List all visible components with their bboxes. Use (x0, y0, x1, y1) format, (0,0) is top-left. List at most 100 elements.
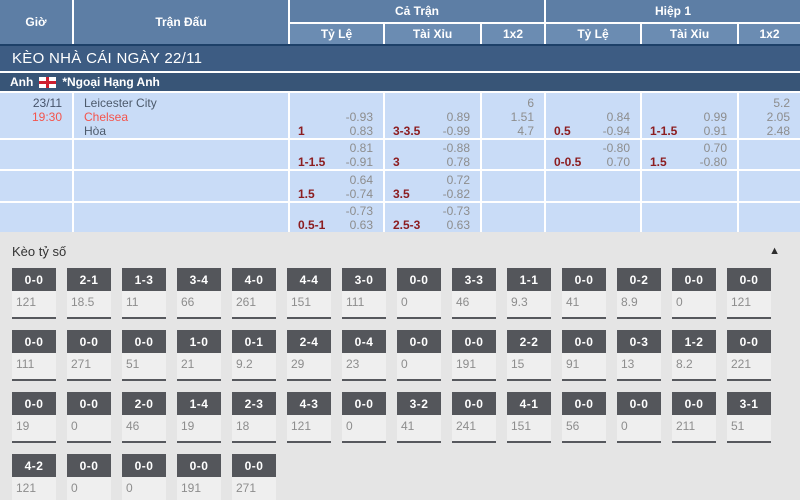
england-flag-icon (39, 76, 57, 88)
score-badge: 1-1 (507, 268, 551, 291)
score-cell[interactable]: 3-1 51 (727, 392, 771, 443)
score-cell[interactable]: 1-4 19 (177, 392, 221, 443)
handicap-full-cell[interactable]: 1-1.5 0.81 -0.91 (290, 140, 383, 169)
score-cell[interactable]: 3-4 66 (177, 268, 221, 319)
overunder-full-cell[interactable]: 3.5 0.72 -0.82 (385, 171, 480, 201)
score-cell[interactable]: 0-3 13 (617, 330, 661, 381)
odds-cell-inner: 0.5-1 -0.73 0.63 (298, 204, 373, 232)
score-cell[interactable]: 4-4 151 (287, 268, 331, 319)
score-odds-value: 111 (346, 295, 365, 309)
odds-row: 1.5 0.64 -0.74 3.5 0.72 -0.82 (0, 171, 800, 201)
overunder-full-cell[interactable]: 3 -0.88 0.78 (385, 140, 480, 169)
score-cell[interactable]: 4-2 121 (12, 454, 56, 500)
score-cell[interactable]: 0-0 121 (727, 268, 771, 319)
overunder-half-cell[interactable]: 1-1.5 0.99 0.91 (642, 93, 737, 138)
score-cell[interactable]: 2-2 15 (507, 330, 551, 381)
score-cell[interactable]: 0-0 221 (727, 330, 771, 381)
score-cell[interactable]: 4-1 151 (507, 392, 551, 443)
score-cell[interactable]: 0-2 8.9 (617, 268, 661, 319)
col-group-full-time: Cả Trận (290, 0, 544, 22)
score-badge: 0-0 (122, 454, 166, 477)
col-header-full-1x2: 1x2 (482, 24, 544, 44)
score-odds-value: 18.5 (71, 295, 95, 309)
collapse-chevron-up-icon[interactable]: ▲ (769, 240, 780, 262)
home-team-name[interactable]: Leicester City (84, 96, 157, 110)
score-cell[interactable]: 0-0 0 (397, 268, 441, 319)
score-cell[interactable]: 0-0 19 (12, 392, 56, 443)
score-badge: 0-0 (342, 392, 386, 415)
score-cell[interactable]: 0-0 0 (67, 454, 111, 500)
handicap-full-cell[interactable]: 0.5-1 -0.73 0.63 (290, 203, 383, 232)
handicap-full-cell[interactable]: 1 -0.93 0.83 (290, 93, 383, 138)
score-cell[interactable]: 1-1 9.3 (507, 268, 551, 319)
score-cell[interactable]: 0-0 0 (672, 268, 716, 319)
score-odds-value: 46 (126, 419, 140, 433)
score-cell[interactable]: 0-4 23 (342, 330, 386, 381)
odds-values: 0.84 -0.94 (603, 110, 630, 138)
score-odds-value: 261 (236, 295, 257, 309)
odds-cell-inner: 1.5 0.64 -0.74 (298, 173, 373, 201)
score-cell[interactable]: 4-0 261 (232, 268, 276, 319)
correct-score-section: Kèo tỷ số ▲ 0-0 121 2-1 18.5 1-3 11 3-4 66 4-0 26… (0, 234, 800, 500)
handicap-line: 3 (393, 155, 400, 169)
score-cell[interactable]: 0-0 0 (342, 392, 386, 443)
score-cell[interactable]: 0-0 0 (397, 330, 441, 381)
away-team-name[interactable]: Chelsea (84, 110, 129, 124)
score-cell[interactable]: 0-0 111 (12, 330, 56, 381)
league-bar[interactable]: Anh *Ngoại Hạng Anh (0, 73, 800, 93)
score-cell[interactable]: 0-0 56 (562, 392, 606, 443)
score-cell[interactable]: 0-0 91 (562, 330, 606, 381)
handicap-half-cell (546, 171, 640, 201)
score-cell[interactable]: 0-0 51 (122, 330, 166, 381)
score-cell[interactable]: 0-0 121 (12, 268, 56, 319)
score-cell[interactable]: 4-3 121 (287, 392, 331, 443)
score-cell[interactable]: 2-0 46 (122, 392, 166, 443)
overunder-full-cell[interactable]: 2.5-3 -0.73 0.63 (385, 203, 480, 232)
match-teams-cell (74, 171, 288, 201)
handicap-half-cell[interactable]: 0-0.5 -0.80 0.70 (546, 140, 640, 169)
score-cell[interactable]: 0-0 0 (67, 392, 111, 443)
draw-label: Hòa (84, 124, 107, 138)
odds-value: -0.80 (699, 155, 727, 169)
score-cell[interactable]: 0-0 191 (452, 330, 496, 381)
odds-cell-inner: 2.5-3 -0.73 0.63 (393, 204, 470, 232)
score-cell[interactable]: 0-0 0 (122, 454, 166, 500)
col-header-full-overunder: Tài Xỉu (385, 24, 480, 44)
score-cell[interactable]: 2-3 18 (232, 392, 276, 443)
score-cell[interactable]: 1-2 8.2 (672, 330, 716, 381)
score-cell[interactable]: 0-0 41 (562, 268, 606, 319)
handicap-full-cell[interactable]: 1.5 0.64 -0.74 (290, 171, 383, 201)
overunder-full-cell[interactable]: 3-3.5 0.89 -0.99 (385, 93, 480, 138)
odds-value: -0.80 (602, 141, 630, 155)
score-cell[interactable]: 0-0 271 (232, 454, 276, 500)
league-country: Anh (10, 75, 34, 89)
score-cell[interactable]: 3-2 41 (397, 392, 441, 443)
score-odds-value: 46 (456, 295, 470, 309)
score-cell[interactable]: 0-0 241 (452, 392, 496, 443)
score-cell[interactable]: 0-0 0 (617, 392, 661, 443)
overunder-half-cell[interactable]: 1.5 0.70 -0.80 (642, 140, 737, 169)
odds-rows: 23/11 19:30 Leicester City Chelsea Hòa 1 -0.93… (0, 93, 800, 232)
score-cell[interactable]: 1-0 21 (177, 330, 221, 381)
odds-value: -0.73 (442, 204, 470, 218)
1x2-full-cell[interactable]: 6 1.51 4.7 (482, 93, 544, 138)
score-cell[interactable]: 3-3 46 (452, 268, 496, 319)
handicap-half-cell[interactable]: 0.5 0.84 -0.94 (546, 93, 640, 138)
score-cell[interactable]: 1-3 11 (122, 268, 166, 319)
odds-value: -0.94 (602, 124, 630, 138)
score-cell[interactable]: 2-1 18.5 (67, 268, 111, 319)
odds-value: 0.83 (349, 124, 373, 138)
score-cell[interactable]: 0-0 211 (672, 392, 716, 443)
score-cell[interactable]: 0-0 271 (67, 330, 111, 381)
score-badge: 3-3 (452, 268, 496, 291)
score-cell[interactable]: 3-0 111 (342, 268, 386, 319)
score-odds-value: 66 (181, 295, 195, 309)
score-cell[interactable]: 0-1 9.2 (232, 330, 276, 381)
score-badge: 2-3 (232, 392, 276, 415)
score-cell[interactable]: 2-4 29 (287, 330, 331, 381)
score-badge: 0-0 (562, 392, 606, 415)
score-cell[interactable]: 0-0 191 (177, 454, 221, 500)
1x2-half-cell[interactable]: 5.2 2.05 2.48 (739, 93, 800, 138)
odds-cell-inner: 1 -0.93 0.83 (298, 96, 373, 138)
odds-cell-inner (490, 143, 534, 169)
